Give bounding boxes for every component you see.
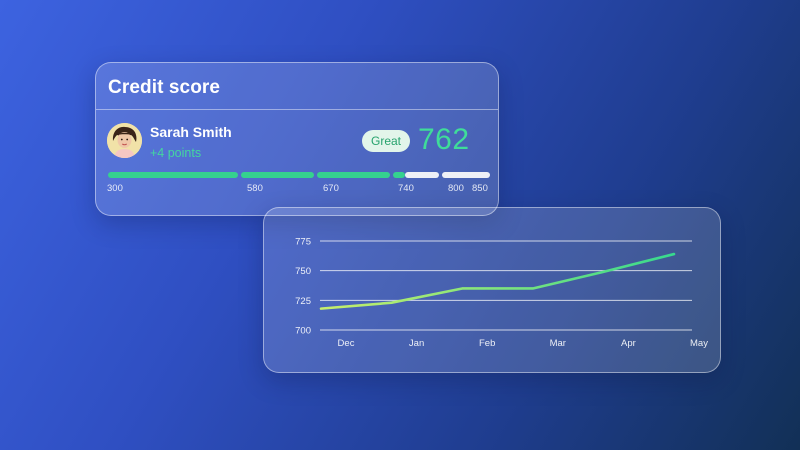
scale-tick-label: 800 — [448, 183, 464, 194]
credit-score-card: Credit score Sarah Smith +4 points Great… — [95, 62, 499, 216]
x-tick-label: May — [690, 338, 708, 349]
x-tick-label: Jan — [409, 338, 424, 349]
score-value: 762 — [418, 123, 470, 156]
score-progress-bar — [108, 172, 490, 178]
score-history-chart-card: 700 725 750 775 Dec Jan Feb Mar Apr May — [263, 207, 721, 373]
score-segment-4-empty — [405, 172, 439, 178]
points-change: +4 points — [150, 146, 202, 160]
y-tick-label: 725 — [295, 296, 311, 307]
y-tick-label: 750 — [295, 266, 311, 277]
scale-tick-label: 850 — [472, 183, 488, 194]
series-line — [319, 252, 676, 310]
score-segment-1 — [108, 172, 238, 178]
scale-tick-label: 740 — [398, 183, 414, 194]
scale-tick-label: 300 — [107, 183, 123, 194]
avatar — [107, 123, 142, 158]
card-title: Credit score — [108, 77, 221, 98]
user-name: Sarah Smith — [150, 124, 232, 140]
score-segment-3 — [317, 172, 390, 178]
score-history-chart: 700 725 750 775 Dec Jan Feb Mar Apr May — [295, 237, 708, 350]
x-tick-label: Apr — [621, 338, 636, 349]
divider — [96, 109, 498, 110]
x-tick-label: Feb — [479, 338, 495, 349]
avatar-portrait-icon — [107, 123, 142, 158]
score-segment-5 — [442, 172, 490, 178]
rating-badge: Great — [362, 130, 410, 152]
score-segment-4-filled — [393, 172, 405, 178]
y-tick-label: 700 — [295, 326, 311, 337]
scale-tick-label: 670 — [323, 183, 339, 194]
scale-tick-label: 580 — [247, 183, 263, 194]
score-segment-2 — [241, 172, 314, 178]
x-tick-label: Dec — [338, 338, 355, 349]
x-tick-label: Mar — [550, 338, 566, 349]
y-tick-label: 775 — [295, 237, 311, 248]
